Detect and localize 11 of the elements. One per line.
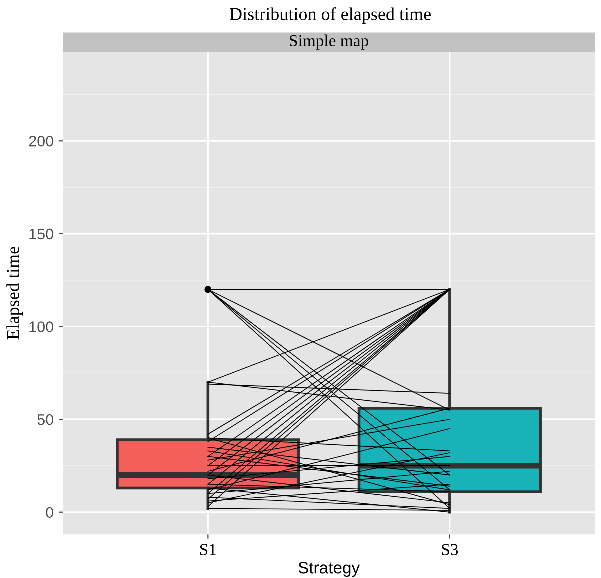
- y-tick-label: 50: [38, 414, 54, 426]
- x-tick-label: S3: [442, 544, 458, 556]
- chart-title: Distribution of elapsed time: [230, 8, 431, 24]
- chart-subtitle: Simple map: [290, 34, 368, 50]
- x-tick-label: S1: [200, 544, 216, 556]
- y-tick-label: 200: [29, 136, 54, 147]
- y-axis-title: Elapsed time: [6, 247, 24, 340]
- y-tick-label: 0: [46, 507, 54, 518]
- y-tick-label: 150: [30, 228, 54, 240]
- y-tick-label: 100: [30, 322, 54, 332]
- x-axis-title: Strategy: [298, 562, 360, 578]
